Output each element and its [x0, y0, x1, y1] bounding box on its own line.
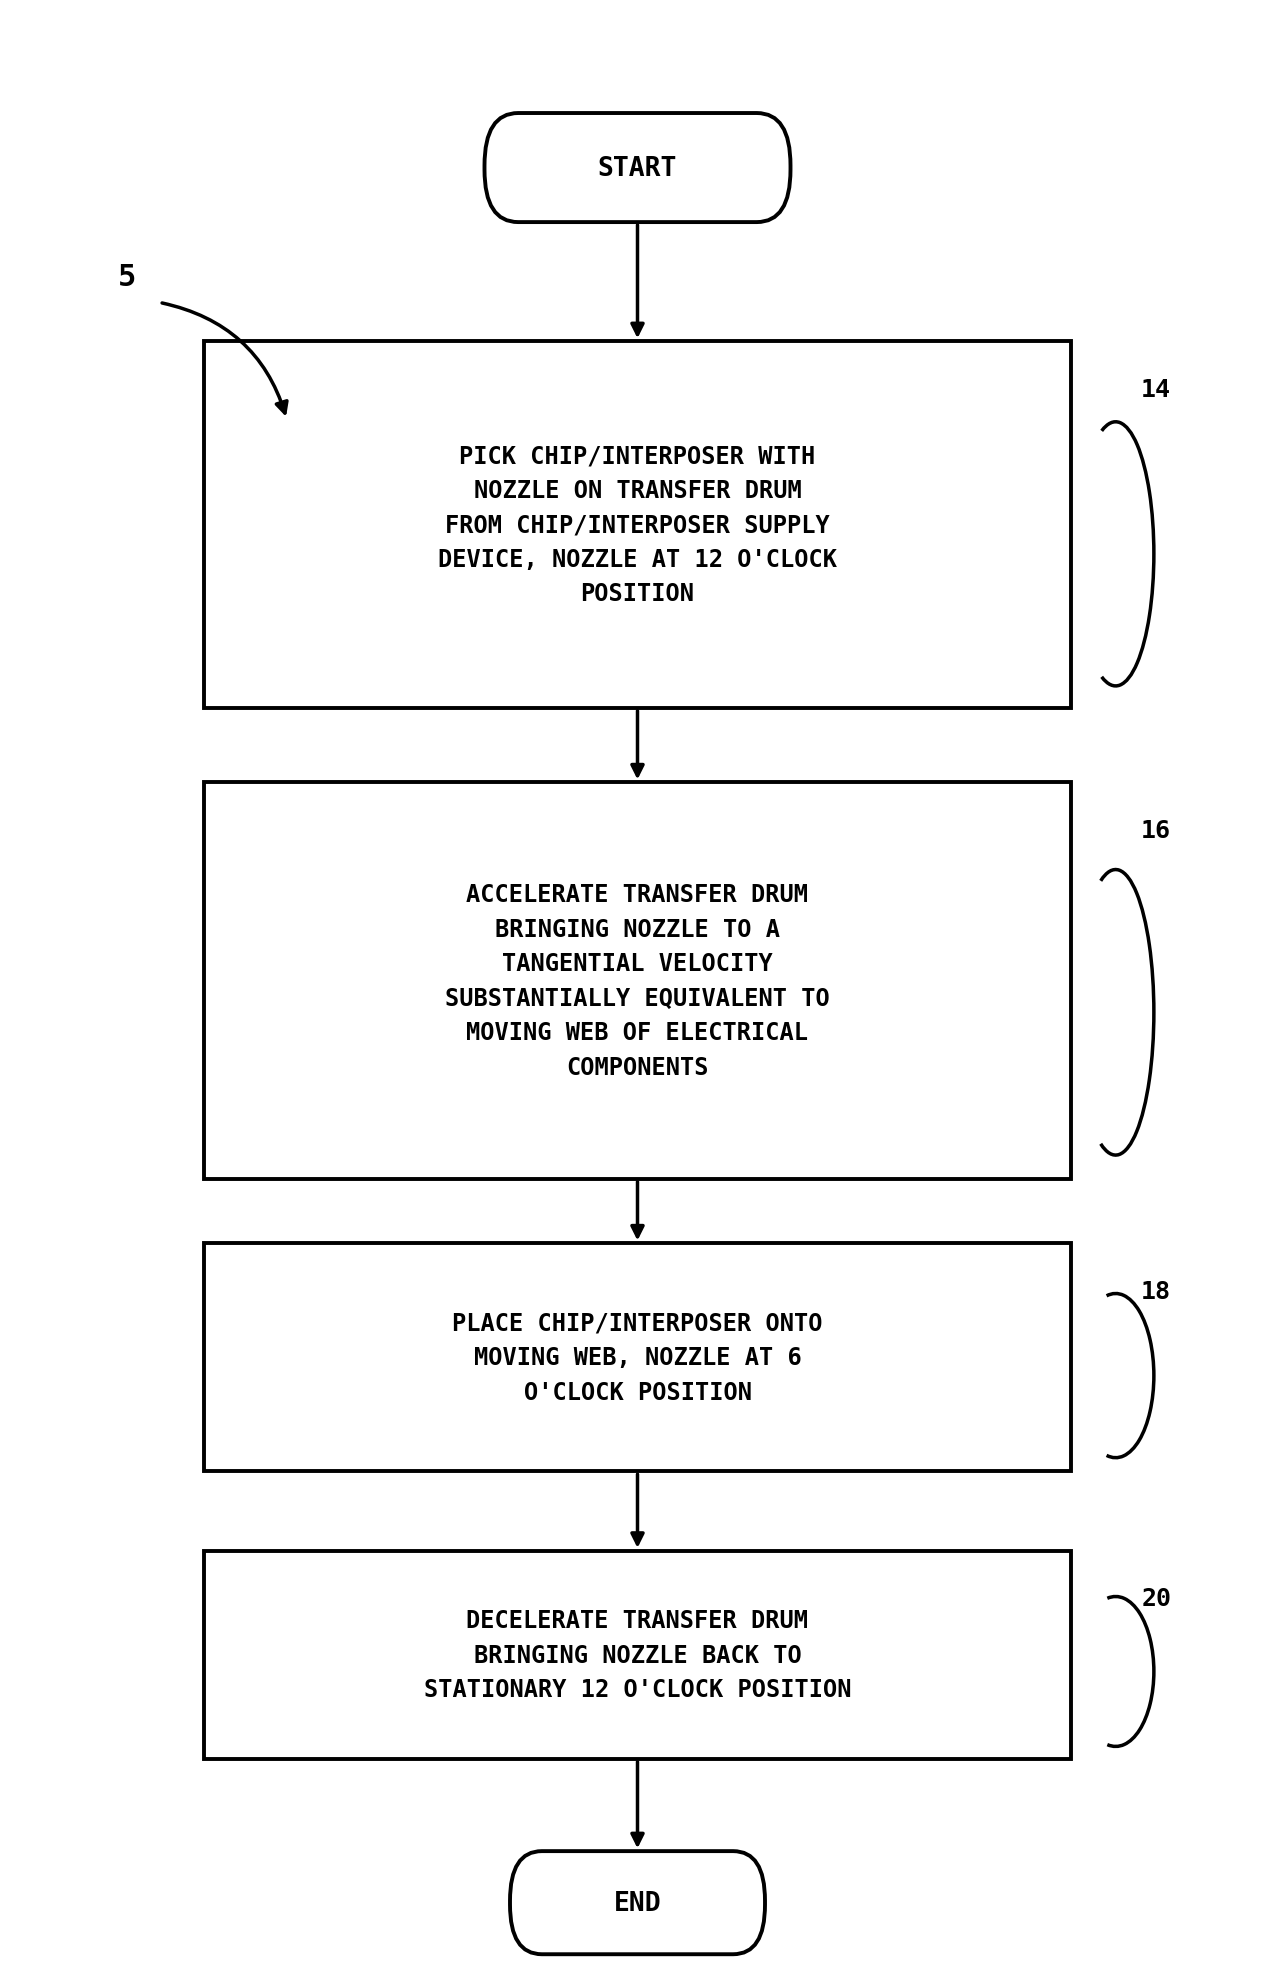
Text: END: END [613, 1889, 662, 1917]
Bar [204, 1245, 1071, 1471]
Text: DECELERATE TRANSFER DRUM
BRINGING NOZZLE BACK TO
STATIONARY 12 O'CLOCK POSITION: DECELERATE TRANSFER DRUM BRINGING NOZZLE… [423, 1609, 852, 1701]
Text: 16: 16 [1141, 819, 1172, 842]
Bar [204, 1550, 1071, 1760]
Bar [204, 343, 1071, 710]
FancyBboxPatch shape [484, 113, 790, 222]
Text: 14: 14 [1141, 379, 1172, 402]
FancyBboxPatch shape [510, 1851, 765, 1954]
Text: 20: 20 [1141, 1586, 1172, 1611]
FancyArrowPatch shape [162, 303, 287, 414]
Text: 5: 5 [119, 264, 136, 291]
Text: ACCELERATE TRANSFER DRUM
BRINGING NOZZLE TO A
TANGENTIAL VELOCITY
SUBSTANTIALLY : ACCELERATE TRANSFER DRUM BRINGING NOZZLE… [445, 884, 830, 1078]
Text: PICK CHIP/INTERPOSER WITH
NOZZLE ON TRANSFER DRUM
FROM CHIP/INTERPOSER SUPPLY
DE: PICK CHIP/INTERPOSER WITH NOZZLE ON TRAN… [439, 444, 836, 606]
Text: PLACE CHIP/INTERPOSER ONTO
MOVING WEB, NOZZLE AT 6
O'CLOCK POSITION: PLACE CHIP/INTERPOSER ONTO MOVING WEB, N… [453, 1312, 822, 1403]
Text: START: START [598, 155, 677, 182]
Bar [204, 783, 1071, 1179]
Text: 18: 18 [1141, 1280, 1172, 1304]
